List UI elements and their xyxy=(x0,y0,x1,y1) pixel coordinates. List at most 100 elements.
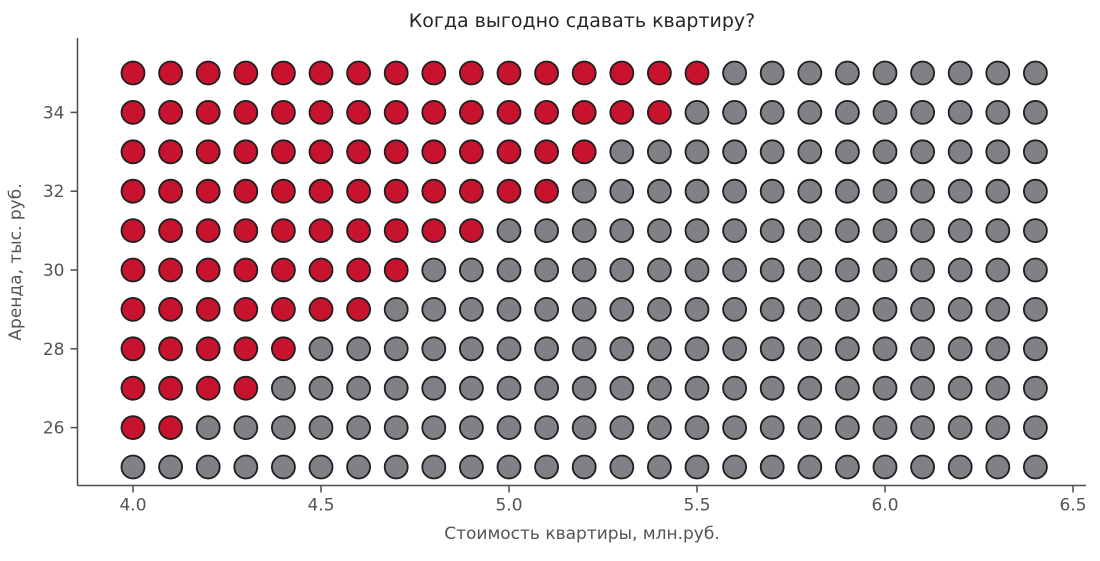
y-axis-ticks: 26 28 30 32 34 xyxy=(43,103,78,439)
dot-profitable xyxy=(270,296,296,322)
dot-unprofitable xyxy=(910,100,935,125)
x-tick-label: 6.0 xyxy=(871,496,898,516)
dot-unprofitable xyxy=(947,60,973,86)
dot-grid xyxy=(120,60,1048,480)
dot-unprofitable xyxy=(458,375,484,401)
dot-profitable xyxy=(308,178,334,204)
dot-profitable xyxy=(458,100,484,125)
dot-unprofitable xyxy=(872,100,898,125)
dot-unprofitable xyxy=(872,454,898,480)
dot-profitable xyxy=(383,60,409,86)
dot-profitable xyxy=(233,218,259,244)
dot-unprofitable xyxy=(985,454,1011,480)
dot-unprofitable xyxy=(835,415,860,441)
dot-unprofitable xyxy=(534,336,559,362)
dot-profitable xyxy=(120,60,146,86)
dot-profitable xyxy=(496,178,522,204)
dot-profitable xyxy=(458,139,484,165)
dot-unprofitable xyxy=(308,415,334,441)
dot-unprofitable xyxy=(947,257,973,283)
dot-unprofitable xyxy=(835,375,860,401)
dot-unprofitable xyxy=(835,336,860,362)
dot-unprofitable xyxy=(496,454,522,480)
dot-unprofitable xyxy=(120,454,146,480)
dot-profitable xyxy=(233,336,259,362)
dot-unprofitable xyxy=(872,60,898,86)
dot-unprofitable xyxy=(910,296,935,322)
dot-unprofitable xyxy=(571,415,597,441)
dot-unprofitable xyxy=(571,257,597,283)
dot-profitable xyxy=(383,100,409,125)
dot-profitable xyxy=(346,139,372,165)
dot-unprofitable xyxy=(421,375,447,401)
dot-unprofitable xyxy=(722,375,747,401)
dot-profitable xyxy=(120,178,146,204)
x-tick-label: 5.5 xyxy=(683,496,710,516)
dot-unprofitable xyxy=(722,454,747,480)
dot-unprofitable xyxy=(1023,257,1048,283)
dot-unprofitable xyxy=(496,218,522,244)
dot-unprofitable xyxy=(872,178,898,204)
y-axis-label: Аренда, тыс. руб. xyxy=(6,183,26,340)
dot-unprofitable xyxy=(722,139,747,165)
dot-unprofitable xyxy=(910,415,935,441)
dot-unprofitable xyxy=(684,296,710,322)
dot-unprofitable xyxy=(835,100,860,125)
dot-unprofitable xyxy=(985,336,1011,362)
dot-unprofitable xyxy=(797,296,823,322)
dot-unprofitable xyxy=(647,454,672,480)
dot-unprofitable xyxy=(647,336,672,362)
dot-profitable xyxy=(308,218,334,244)
dot-profitable xyxy=(496,139,522,165)
dot-profitable xyxy=(270,257,296,283)
dot-unprofitable xyxy=(647,257,672,283)
dot-profitable xyxy=(195,336,221,362)
dot-profitable xyxy=(684,60,710,86)
dot-profitable xyxy=(346,218,372,244)
dot-unprofitable xyxy=(759,100,785,125)
dot-unprofitable xyxy=(835,218,860,244)
dot-unprofitable xyxy=(270,454,296,480)
dot-unprofitable xyxy=(458,336,484,362)
dot-unprofitable xyxy=(684,178,710,204)
x-tick-label: 4.5 xyxy=(307,496,334,516)
dot-unprofitable xyxy=(872,139,898,165)
dot-unprofitable xyxy=(947,454,973,480)
dot-unprofitable xyxy=(797,218,823,244)
dot-profitable xyxy=(383,139,409,165)
dot-profitable xyxy=(120,415,146,441)
dot-profitable xyxy=(120,336,146,362)
dot-profitable xyxy=(571,139,597,165)
dot-profitable xyxy=(647,60,672,86)
dot-unprofitable xyxy=(1023,336,1048,362)
dot-unprofitable xyxy=(571,375,597,401)
dot-unprofitable xyxy=(722,60,747,86)
dot-unprofitable xyxy=(835,60,860,86)
dot-unprofitable xyxy=(910,454,935,480)
dot-profitable xyxy=(233,60,259,86)
dot-unprofitable xyxy=(797,257,823,283)
dot-unprofitable xyxy=(383,296,409,322)
dot-unprofitable xyxy=(872,218,898,244)
dot-unprofitable xyxy=(270,415,296,441)
dot-unprofitable xyxy=(985,100,1011,125)
dot-profitable xyxy=(233,375,259,401)
dot-unprofitable xyxy=(910,60,935,86)
dot-unprofitable xyxy=(534,454,559,480)
dot-unprofitable xyxy=(647,139,672,165)
dot-unprofitable xyxy=(571,336,597,362)
dot-profitable xyxy=(233,139,259,165)
dot-profitable xyxy=(496,100,522,125)
dot-unprofitable xyxy=(609,415,635,441)
dot-profitable xyxy=(383,257,409,283)
dot-unprofitable xyxy=(346,454,372,480)
dot-unprofitable xyxy=(835,178,860,204)
dot-profitable xyxy=(158,336,184,362)
dot-unprofitable xyxy=(609,375,635,401)
dot-unprofitable xyxy=(684,454,710,480)
dot-unprofitable xyxy=(383,375,409,401)
dot-unprofitable xyxy=(985,139,1011,165)
dot-unprofitable xyxy=(647,296,672,322)
dot-profitable xyxy=(120,100,146,125)
